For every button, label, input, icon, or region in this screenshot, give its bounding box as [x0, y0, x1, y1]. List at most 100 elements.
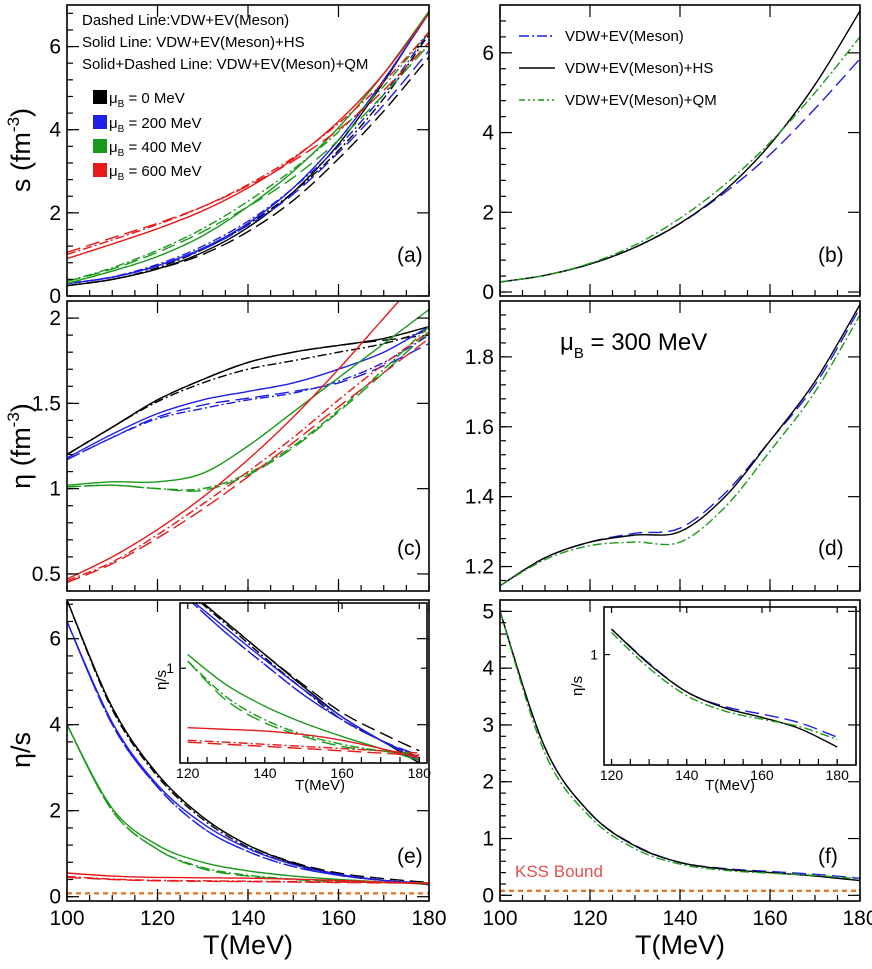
legend-mu-entry-1: μB = 200 MeV [93, 115, 201, 135]
xtick-label-f: 140 [662, 907, 697, 930]
ytick-label-d: 1.8 [465, 346, 494, 369]
kss-bound-label: KSS Bound [515, 862, 603, 881]
series-c-mu400-7 [67, 308, 429, 486]
inset-e-xlabel: T(MeV) [295, 777, 345, 794]
curves-layer [67, 10, 860, 895]
ylabel-a: s (fm-3) [4, 108, 36, 192]
series-c-mu600-11 [67, 331, 429, 582]
xtick-label-f: 100 [482, 907, 517, 930]
series-a-mu400-8 [67, 31, 429, 283]
series-a-mu600-9 [67, 41, 429, 253]
series-a-mu0-1 [67, 10, 429, 287]
inset-bg-f_inset [604, 607, 856, 765]
xtick-label-f_inset: 180 [826, 767, 850, 783]
ytick-label-f: 2 [482, 771, 494, 794]
series-c-mu200-3 [67, 342, 429, 461]
series-c-mu200-4 [67, 325, 429, 459]
ytick-label-a: 0 [49, 285, 61, 308]
panel-label-c: (c) [397, 537, 422, 560]
series-c-mu0-0 [67, 334, 429, 456]
ytick-label-e_inset: 1 [166, 660, 174, 676]
inset-series-e_inset-mu400-6 [187, 660, 420, 754]
legend-swatch-mu400 [93, 139, 107, 153]
legend-b-entry-2: VDW+EV(Meson)+QM [519, 92, 717, 109]
frame-b [499, 4, 861, 297]
series-e-mu600-9 [67, 876, 429, 885]
svg-text:VDW+EV(Meson)+QM: VDW+EV(Meson)+QM [565, 92, 717, 109]
xtick-label-e: 140 [230, 907, 265, 930]
series-a-mu200-4 [67, 12, 429, 285]
inset-series-e_inset-mu600-11 [187, 739, 420, 754]
panel-label-d: (d) [818, 537, 844, 560]
xtick-label-f_inset: 160 [750, 767, 774, 783]
annotation-layer: s (fm-3) η (fm-3) η/s T(MeV) T(MeV) (a) … [4, 12, 844, 960]
inset-series-f_inset-mu400-2 [611, 631, 838, 741]
series-e-mu200-4 [67, 621, 429, 885]
inset-series-e_inset-mu600-10 [187, 727, 420, 759]
series-e-mu400-8 [67, 724, 429, 885]
series-c-mu200-5 [67, 334, 429, 461]
svg-text:VDW+EV(Meson): VDW+EV(Meson) [565, 28, 684, 45]
ytick-label-f_inset: 1 [590, 647, 598, 663]
ytick-label-b: 0 [482, 281, 494, 304]
inset-bg-e_inset [180, 603, 427, 763]
legend-mu-entry-2: μB = 400 MeV [93, 139, 201, 159]
ylabel-e: η/s [6, 732, 36, 768]
ytick-label-e: 2 [49, 800, 61, 823]
series-a-mu600-11 [67, 31, 429, 256]
svg-text:μB = 600 MeV: μB = 600 MeV [109, 163, 201, 183]
series-e-mu600-11 [67, 875, 429, 884]
xtick-label-e_inset: 180 [408, 765, 432, 781]
ytick-label-c: 0.5 [32, 563, 61, 586]
panel-label-a: (a) [397, 244, 423, 267]
ytick-label-f: 0 [482, 884, 494, 907]
ytick-label-a: 2 [49, 202, 61, 225]
ytick-label-d: 1.6 [465, 416, 494, 439]
panel-label-f: (f) [818, 845, 838, 868]
ytick-label-a: 4 [49, 119, 61, 142]
inset-f-xlabel: T(MeV) [705, 777, 755, 794]
legend-swatch-mu0 [93, 90, 107, 104]
ytick-label-f: 3 [482, 714, 494, 737]
ytick-label-f: 4 [482, 657, 494, 680]
inset-f-ylabel: η/s [569, 676, 586, 696]
ytick-label-f: 5 [482, 600, 494, 623]
ytick-label-f: 1 [482, 828, 494, 851]
ytick-label-e: 6 [49, 628, 61, 651]
inset-e-ylabel: η/s [153, 670, 170, 690]
svg-text:μB = 0 MeV: μB = 0 MeV [109, 90, 185, 110]
xtick-label-e_inset: 120 [176, 765, 200, 781]
series-c-mu600-10 [67, 301, 400, 580]
legend-mu-entry-3: μB = 600 MeV [93, 163, 201, 183]
frame-f_inset [603, 606, 857, 766]
series-d-mu0-1 [500, 304, 860, 587]
series-e-mu600-10 [67, 872, 429, 885]
legend-a-line1: Dashed Line:VDW+EV(Meson) [82, 12, 289, 29]
series-b-mu0-1 [500, 10, 860, 283]
legend-mu-entry-0: μB = 0 MeV [93, 90, 185, 110]
xtick-label-e: 100 [49, 907, 84, 930]
legend-swatch-mu600 [93, 163, 107, 177]
xtick-label-f: 160 [752, 907, 787, 930]
series-d-mu400-2 [500, 314, 860, 587]
xtick-label-e_inset: 140 [253, 765, 277, 781]
series-a-mu200-5 [67, 31, 429, 285]
series-a-mu600-10 [67, 12, 429, 260]
xtick-label-e_inset: 160 [330, 765, 354, 781]
xtick-label-f: 180 [842, 907, 872, 930]
panel-label-e: (e) [397, 845, 423, 868]
inset-series-e_inset-mu600-9 [187, 741, 420, 757]
ytick-label-a: 6 [49, 36, 61, 59]
xtick-label-e: 160 [321, 907, 356, 930]
series-c-mu600-9 [67, 337, 429, 584]
ytick-label-c: 1 [49, 478, 61, 501]
ylabel-c: η (fm-3) [4, 403, 36, 489]
svg-text:VDW+EV(Meson)+HS: VDW+EV(Meson)+HS [565, 60, 713, 77]
series-f-mu400-2 [500, 611, 860, 880]
svg-text:μB = 400 MeV: μB = 400 MeV [109, 139, 201, 159]
series-e-mu200-5 [67, 621, 429, 885]
legend-swatch-mu200 [93, 115, 107, 129]
ytick-label-c: 1.5 [32, 392, 61, 415]
